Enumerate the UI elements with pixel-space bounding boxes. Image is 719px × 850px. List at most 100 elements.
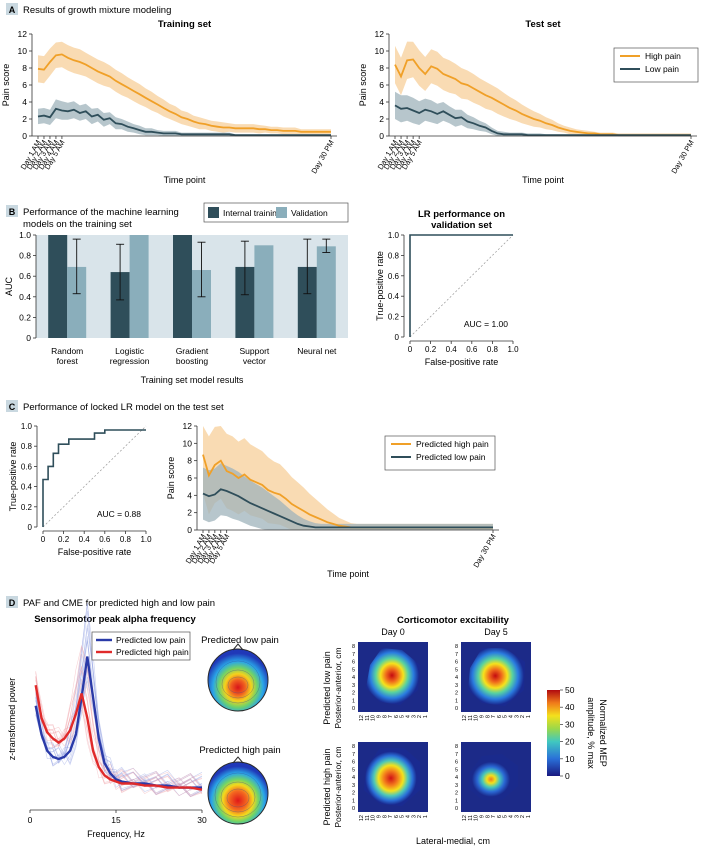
predicted-high-pain-mean-line [34, 684, 203, 791]
x-tick-label: 0.4 [446, 345, 458, 354]
legend-box [384, 435, 496, 471]
y-tick-label: 10 [183, 438, 193, 448]
orange-line [37, 53, 331, 133]
cme-y-tick-label: 0 [352, 706, 355, 712]
individual-low-trace [35, 641, 203, 791]
y-tick-label: 0 [379, 131, 384, 141]
legend-label: Predicted low pain [416, 452, 486, 462]
cme-colorbar-label-2: amplitude, % max [586, 697, 596, 769]
cme-y-tick-label: 8 [455, 644, 458, 650]
individual-high-trace [35, 653, 203, 790]
x-tick-label: 0.8 [487, 345, 499, 354]
category-label: Gradient [176, 346, 209, 356]
individual-high-trace [35, 669, 203, 790]
y-tick-label: 6 [187, 473, 192, 483]
y-tick-label: 8 [187, 456, 192, 466]
cme-panel: Corticomotor excitability Day 0 Day 5 Pr… [322, 615, 608, 846]
y-tick-label: 10 [375, 46, 385, 56]
low-pain-ci-band [395, 91, 691, 136]
topoplot-low-contours [215, 660, 261, 704]
cme-x-tick-label: 8 [382, 815, 388, 818]
cme-x-tick-label: 2 [520, 815, 526, 818]
peak-alpha-chart: Sensorimotor peak alpha frequency 0 15 30 Fr… [7, 602, 207, 839]
y-tick-label: 0 [26, 333, 31, 343]
cme-y-tick-label: 7 [352, 752, 355, 758]
cme-x-tick-label: 4 [406, 715, 412, 718]
cme-y-tick-label: 3 [352, 783, 355, 789]
cme-x-tick-label: 8 [485, 815, 491, 818]
y-tick-label: 8 [379, 63, 384, 73]
y-tick-label: 0.4 [21, 483, 33, 492]
cme-y-tick-label: 5 [455, 667, 458, 673]
y-tick-label: 4 [22, 97, 27, 107]
bar-internal-training [173, 235, 192, 338]
y-tick-label: 12 [18, 29, 28, 39]
y-axis-label: z-transformed power [7, 678, 17, 761]
x-axis-label: Time point [164, 175, 206, 185]
y-tick-label: 8 [22, 63, 27, 73]
test-roc-chart: 0 0.2 0.4 0.6 0.8 1.0 0 0.2 0.4 0.6 0.8 1.0 False-po… [8, 422, 152, 557]
x-tick-label: 0.4 [79, 535, 91, 544]
y-tick-label: 0.4 [388, 292, 400, 301]
colorbar-tick-label: 20 [565, 737, 575, 747]
category-label: regression [110, 356, 150, 366]
category-label: Support [240, 346, 270, 356]
category-label: forest [57, 356, 79, 366]
bar-internal-training [297, 266, 317, 338]
y-tick-label: 4 [187, 490, 192, 500]
x-axis-label: False-positive rate [58, 547, 132, 557]
panel-a-header: A Results of growth mixture modeling [6, 3, 171, 16]
y-tick-label: 6 [22, 80, 27, 90]
dark-line [37, 107, 331, 137]
individual-high-trace [35, 644, 203, 785]
y-tick-label: 2 [187, 508, 192, 518]
cme-x-tick-label: 8 [485, 715, 491, 718]
cme-x-tick-label: 11 [365, 715, 371, 721]
panel-c-header: C Performance of locked LR model on the … [6, 400, 224, 413]
cme-map-low-day5 [461, 642, 531, 712]
chart-title: validation set [431, 220, 493, 231]
x-tick-label: 0.6 [466, 345, 478, 354]
cme-x-tick-label: 3 [411, 715, 417, 718]
y-axis-label: Pain score [358, 64, 368, 107]
cme-y-axis-high: Posterior-anterior, cm [333, 746, 343, 827]
cme-x-tick-label: 11 [468, 715, 474, 721]
y-tick-label: 0.8 [19, 251, 31, 261]
panel-c-letter: C [9, 402, 16, 412]
x-tick-label: 0.8 [120, 535, 132, 544]
chance-diagonal [409, 234, 514, 338]
cme-x-tick-label: 2 [520, 715, 526, 718]
chart-title: LR performance on [418, 209, 505, 220]
topoplot-low-label: Predicted low pain [201, 635, 279, 646]
colorbar-tick-label: 30 [565, 719, 575, 729]
x-tick-label: 0.2 [425, 345, 437, 354]
roc-curve [42, 429, 146, 527]
cme-y-tick-label: 7 [352, 652, 355, 658]
y-axis-label: True-positive rate [375, 251, 385, 321]
panel-b-letter: B [9, 207, 16, 217]
cme-x-tick-label: 9 [479, 715, 485, 718]
individual-low-trace [35, 610, 203, 788]
cme-x-tick-label: 8 [382, 715, 388, 718]
x-axis-label: Time point [522, 175, 564, 185]
y-tick-label: 1.0 [21, 422, 33, 431]
y-tick-label: 0.8 [388, 251, 400, 260]
y-tick-label: 1.0 [388, 231, 400, 240]
panel-a-letter-box [6, 3, 18, 15]
x-axis-label: False-positive rate [425, 357, 499, 367]
cme-y-tick-label: 1 [455, 698, 458, 704]
legend-box [91, 631, 191, 661]
legend-swatch [208, 207, 219, 218]
individual-low-trace [35, 603, 203, 787]
y-tick-label: 0.6 [388, 272, 400, 281]
y-tick-label: 10 [18, 46, 28, 56]
cme-x-tick-label: 1 [526, 815, 532, 818]
cme-x-tick-label: 1 [423, 715, 429, 718]
cme-y-axis-low: Posterior-anterior, cm [333, 647, 343, 728]
y-tick-label: 0.6 [21, 462, 33, 471]
chart-title: Training set [158, 19, 212, 30]
cme-y-tick-label: 7 [455, 652, 458, 658]
panel-d-title: PAF and CME for predicted high and low p… [23, 598, 215, 609]
cme-x-tick-label: 4 [509, 815, 515, 818]
